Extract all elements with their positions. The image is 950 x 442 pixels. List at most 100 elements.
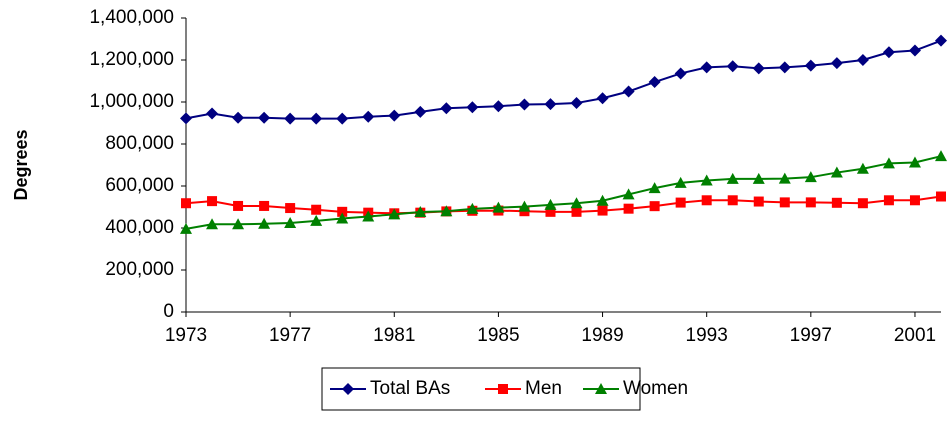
marker (544, 98, 557, 111)
x-tick-label: 1973 (165, 325, 207, 346)
marker (310, 214, 323, 226)
marker (284, 112, 297, 125)
marker (909, 195, 920, 206)
marker (726, 60, 739, 73)
marker (440, 205, 453, 217)
legend-label: Women (623, 378, 688, 399)
y-tick-label: 400,000 (105, 217, 174, 238)
marker (362, 110, 375, 123)
marker (311, 204, 322, 215)
marker (804, 59, 817, 72)
x-tick-label: 2001 (894, 325, 936, 346)
marker (648, 182, 661, 194)
marker (622, 188, 635, 200)
marker (726, 172, 739, 184)
marker (232, 111, 245, 124)
marker (207, 196, 218, 207)
marker (908, 44, 921, 57)
x-tick-label: 1993 (686, 325, 728, 346)
marker (752, 62, 765, 75)
x-tick-label: 1985 (477, 325, 519, 346)
marker (336, 112, 349, 125)
x-tick-label: 1989 (581, 325, 623, 346)
x-tick-label: 1997 (790, 325, 832, 346)
marker (466, 101, 479, 114)
marker (206, 218, 219, 230)
marker (857, 198, 868, 209)
marker (753, 196, 764, 207)
marker (935, 34, 947, 47)
marker (337, 206, 348, 217)
marker (310, 112, 323, 125)
marker (181, 198, 191, 209)
marker (570, 197, 583, 209)
legend-marker (342, 383, 354, 395)
marker (206, 107, 219, 120)
marker (804, 171, 817, 183)
marker (545, 206, 556, 217)
marker (752, 172, 765, 184)
marker (623, 203, 634, 214)
marker (440, 102, 453, 115)
marker (284, 216, 297, 228)
marker (908, 156, 921, 168)
marker (492, 201, 505, 213)
marker (856, 162, 869, 174)
marker (622, 85, 635, 98)
marker (882, 46, 895, 59)
marker (597, 205, 608, 216)
marker (362, 210, 375, 222)
marker (544, 198, 557, 210)
marker (648, 76, 661, 89)
marker (830, 166, 843, 178)
marker (936, 191, 946, 202)
marker (518, 98, 531, 111)
marker (935, 150, 947, 162)
marker (675, 197, 686, 208)
marker (856, 54, 869, 66)
marker (831, 197, 842, 208)
marker (674, 67, 687, 80)
marker (883, 195, 894, 206)
marker (258, 111, 271, 124)
y-axis-label: Degrees (11, 129, 31, 200)
marker (778, 172, 791, 184)
marker (285, 203, 296, 214)
series-line (185, 155, 942, 230)
marker (674, 176, 687, 188)
marker (701, 195, 712, 206)
legend-label: Men (525, 378, 562, 399)
marker (727, 195, 738, 206)
marker (414, 206, 427, 218)
y-tick-label: 1,200,000 (89, 49, 174, 70)
marker (596, 194, 609, 206)
marker (805, 197, 816, 208)
series-line (185, 39, 942, 120)
marker (882, 157, 895, 169)
marker (700, 174, 713, 186)
x-tick-label: 1977 (269, 325, 311, 346)
marker (570, 97, 583, 110)
marker (466, 202, 479, 214)
marker (259, 200, 270, 211)
y-tick-label: 200,000 (105, 259, 174, 280)
legend-marker (595, 383, 607, 394)
marker (830, 57, 843, 70)
marker (258, 217, 271, 229)
y-tick-label: 1,000,000 (89, 91, 174, 112)
marker (571, 206, 582, 217)
y-tick-label: 600,000 (105, 175, 174, 196)
legend-label: Total BAs (370, 378, 450, 399)
marker (233, 200, 244, 211)
marker (232, 218, 245, 230)
marker (518, 200, 531, 212)
legend-marker (498, 384, 508, 394)
marker (700, 61, 713, 74)
x-tick-label: 1981 (373, 325, 415, 346)
marker (779, 197, 790, 208)
marker (388, 109, 401, 122)
marker (180, 112, 192, 125)
marker (596, 92, 609, 105)
y-tick-label: 1,400,000 (89, 7, 174, 28)
